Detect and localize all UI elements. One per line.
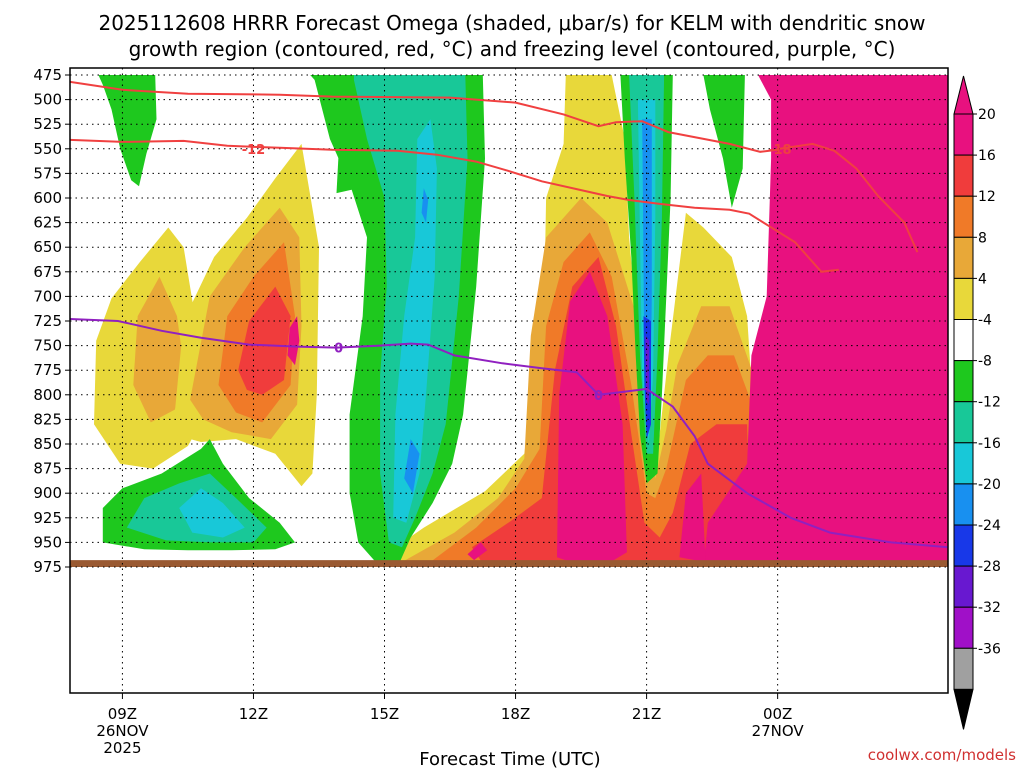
colorbar-bottom-arrow <box>953 688 974 730</box>
colorbar-label--28: -28 <box>978 559 1001 575</box>
colorbar-swatch-5 <box>953 319 974 362</box>
y-tick-label-875: 875 <box>33 460 62 478</box>
y-tick-label-900: 900 <box>33 484 62 502</box>
contour-label-2: -18 <box>768 143 792 158</box>
y-tick-label-950: 950 <box>33 533 62 551</box>
contour-label-4: 0 <box>594 389 603 404</box>
y-tick-label-675: 675 <box>33 263 62 281</box>
y-tick-label-550: 550 <box>33 140 62 158</box>
chart-title-line-2: growth region (contoured, red, °C) and f… <box>129 37 896 61</box>
x-tick-label-12Z: 12Z <box>239 705 268 723</box>
y-tick-label-600: 600 <box>33 189 62 207</box>
colorbar-swatch-12 <box>953 606 974 649</box>
x-tick-label-09Z: 09Z <box>108 705 137 723</box>
contour-3 <box>70 318 948 549</box>
y-tick-label-575: 575 <box>33 164 62 182</box>
y-tick-label-700: 700 <box>33 287 62 305</box>
colorbar-swatch-13 <box>953 647 974 690</box>
contour-0 <box>70 80 778 153</box>
y-tick-label-725: 725 <box>33 312 62 330</box>
colorbar-label--16: -16 <box>978 436 1001 452</box>
omega-region-magenta-17 <box>467 542 488 561</box>
omega-region-magenta-7 <box>287 316 300 366</box>
colorbar-swatch-1 <box>953 154 974 197</box>
y-tick-label-925: 925 <box>33 509 62 527</box>
colorbar-label--36: -36 <box>978 641 1001 657</box>
y-tick-label-775: 775 <box>33 361 62 379</box>
colorbar-label--12: -12 <box>978 395 1001 411</box>
colorbar-label--20: -20 <box>978 477 1001 493</box>
x-tick-label-21Z: 21Z <box>632 705 661 723</box>
colorbar-label--4: -4 <box>978 313 992 329</box>
x-tick-label-00Z: 00Z <box>763 705 792 723</box>
omega-region-cyan-10 <box>179 488 245 538</box>
omega-region-magenta-16 <box>557 271 627 564</box>
y-tick-label-850: 850 <box>33 435 62 453</box>
x-tick-label-15Z: 15Z <box>370 705 399 723</box>
omega-region-blue-23 <box>421 188 429 223</box>
colorbar-label-8: 8 <box>978 230 987 246</box>
pressure-axis: 475 500 525 550 575 600 625 650 675 700 725 750 775 8… <box>33 66 70 576</box>
contour-label-1: -12 <box>242 143 266 158</box>
colorbar-swatch-6 <box>953 360 974 403</box>
colorbar-label-20: 20 <box>978 107 996 123</box>
colorbar-swatch-7 <box>953 401 974 444</box>
y-tick-label-500: 500 <box>33 91 62 109</box>
contour-2 <box>779 142 919 253</box>
y-tick-label-650: 650 <box>33 238 62 256</box>
y-tick-label-975: 975 <box>33 558 62 576</box>
x-tick-year-09Z: 2025 <box>103 739 141 757</box>
colorbar-swatch-8 <box>953 442 974 485</box>
y-tick-label-475: 475 <box>33 66 62 84</box>
omega-region-orange-2 <box>133 276 186 423</box>
omega-region-green-25 <box>703 75 745 208</box>
omega-shading-layer <box>70 75 948 567</box>
colorbar-top-arrow <box>953 75 974 115</box>
contour-label-3: 0 <box>334 342 343 357</box>
y-tick-label-800: 800 <box>33 386 62 404</box>
colorbar-swatch-2 <box>953 195 974 238</box>
colorbar-swatch-4 <box>953 277 974 320</box>
contour-1 <box>70 138 839 273</box>
omega-region-ground-33 <box>70 560 948 567</box>
gridlines <box>70 68 948 693</box>
omega-region-blue-22 <box>404 439 420 494</box>
colorbar-label-12: 12 <box>978 189 996 205</box>
omega-colorbar: 20 16 12 8 4 -4 -8 -12 -16 -20 -24 -28 -32 -36 <box>953 75 1001 730</box>
x-tick-date-09Z: 26NOV <box>96 722 149 740</box>
x-tick-label-18Z: 18Z <box>501 705 530 723</box>
colorbar-label-4: 4 <box>978 271 987 287</box>
y-tick-label-525: 525 <box>33 115 62 133</box>
temperature-contours: -12 -18 0 0 <box>70 80 948 549</box>
colorbar-swatch-0 <box>953 113 974 156</box>
colorbar-label--32: -32 <box>978 600 1001 616</box>
credit-text: coolwx.com/models <box>868 746 1016 764</box>
x-axis-label: Forecast Time (UTC) <box>419 749 600 768</box>
colorbar-swatch-9 <box>953 483 974 526</box>
colorbar-label--8: -8 <box>978 354 992 370</box>
omega-region-green-0 <box>98 75 157 187</box>
colorbar-label--24: -24 <box>978 518 1001 534</box>
y-tick-label-750: 750 <box>33 337 62 355</box>
plot-frame <box>69 67 949 694</box>
omega-region-magenta-big-31 <box>703 75 948 567</box>
colorbar-swatch-3 <box>953 236 974 279</box>
omega-region-red-6 <box>238 286 291 395</box>
chart-title-line-1: 2025112608 HRRR Forecast Omega (shaded, … <box>98 11 925 35</box>
colorbar-label-16: 16 <box>978 148 996 164</box>
colorbar-swatch-10 <box>953 524 974 567</box>
y-tick-label-625: 625 <box>33 214 62 232</box>
colorbar-swatch-11 <box>953 565 974 608</box>
x-tick-date-00Z: 27NOV <box>752 722 805 740</box>
y-tick-label-825: 825 <box>33 410 62 428</box>
